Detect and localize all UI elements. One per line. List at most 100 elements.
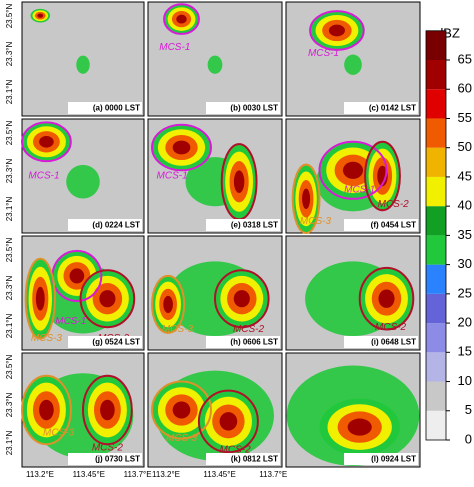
mcs-label: MCS-1 <box>344 184 375 195</box>
colorbar-tick-label: 35 <box>458 227 472 242</box>
mcs-label: MCS-3 <box>31 333 63 344</box>
echo-core <box>100 399 115 421</box>
echo-core <box>342 161 364 179</box>
panel-label: (h) 0606 LST <box>230 338 278 347</box>
mcs-outline <box>358 266 415 331</box>
panel: MCS-3 MCS-2 (j) 0730 LST <box>21 352 145 468</box>
mcs-outline <box>82 374 133 446</box>
lon-label: 113.7°E <box>259 470 287 479</box>
mcs-outline <box>197 389 259 454</box>
echo-core <box>176 14 187 24</box>
mcs-outline <box>163 3 200 35</box>
mcs-label: MCS-2 <box>220 445 252 456</box>
panel-label: (c) 0142 LST <box>369 104 416 113</box>
panel: MCS-1 (c) 0142 LST <box>285 1 421 117</box>
colorbar-bin <box>426 176 446 207</box>
mcs-outline <box>79 269 136 329</box>
panel-label: (d) 0224 LST <box>92 221 140 230</box>
echo-core <box>99 290 116 308</box>
lat-label: 23.5°N <box>5 355 14 380</box>
panel-label-box <box>206 102 280 114</box>
mcs-outline <box>21 374 72 446</box>
mcs-label: MCS-3 <box>43 427 75 438</box>
colorbar-tick-label: 0 <box>465 431 472 446</box>
panel: MCS-2 (i) 0648 LST <box>285 235 421 351</box>
echo-core <box>163 295 173 313</box>
colorbar-tick-label: 20 <box>458 315 472 330</box>
lon-label: 113.7°E <box>124 470 152 479</box>
echo-area <box>76 55 90 74</box>
lon-label: 113.45°E <box>203 470 235 479</box>
colorbar-tick-label: 55 <box>458 110 472 125</box>
echo-core <box>69 268 85 284</box>
echo-core <box>347 418 372 436</box>
colorbar-tick-label: 65 <box>458 51 472 66</box>
panel-label: (g) 0524 LST <box>92 338 140 347</box>
panel: MCS-1 (b) 0030 LST <box>147 1 283 117</box>
panel-label: (k) 0812 LST <box>231 455 278 464</box>
colorbar-bin <box>426 293 446 324</box>
panel-label-box <box>344 102 418 114</box>
colorbar-bin <box>426 410 446 440</box>
mcs-label: MCS-1 <box>159 42 190 53</box>
echo-area <box>66 164 100 199</box>
colorbar-bin <box>426 89 446 119</box>
panel-label-box <box>68 102 142 114</box>
colorbar-tick-label: 40 <box>458 198 472 213</box>
colorbar-tick-label: 50 <box>458 139 472 154</box>
lat-label: 23.1°N <box>5 431 14 456</box>
echo-core <box>233 170 245 193</box>
mcs-outline <box>24 257 56 340</box>
mcs-label: MCS-2 <box>92 442 124 453</box>
panel: (l) 0924 LST <box>285 352 421 468</box>
echo-core <box>35 286 45 311</box>
mcs-outline <box>309 10 365 51</box>
panel-label-box <box>206 219 280 231</box>
panel-label-box <box>68 453 142 465</box>
panel-label: (f) 0454 LST <box>371 221 416 230</box>
mcs-label: MCS-2 <box>233 324 265 335</box>
colorbar-bin <box>426 381 446 411</box>
echo-core <box>37 13 44 18</box>
colorbar-bin <box>426 30 446 60</box>
mcs-outline <box>318 140 388 200</box>
panel: MCS-3 MCS-2 (h) 0606 LST <box>147 235 283 351</box>
echo-core <box>39 399 54 421</box>
panel-label: (l) 0924 LST <box>371 455 416 464</box>
panel-label-box <box>344 453 418 465</box>
panel-label: (b) 0030 LST <box>230 104 278 113</box>
echo-core <box>328 24 345 37</box>
colorbar-bin <box>426 352 446 382</box>
panel-label: (e) 0318 LST <box>231 221 278 230</box>
mcs-outline <box>151 274 186 334</box>
colorbar-bin <box>426 206 446 236</box>
colorbar-tick-label: 60 <box>458 81 472 96</box>
lat-label: 23.1°N <box>5 314 14 339</box>
mcs-label: MCS-1 <box>308 48 339 59</box>
mcs-label: MCS-3 <box>162 324 194 335</box>
mcs-outline <box>151 123 212 172</box>
lat-label: 23.3°N <box>5 42 14 67</box>
echo-core <box>302 188 311 210</box>
panel: MCS-1 (d) 0224 LST <box>21 118 145 234</box>
colorbar-bin <box>426 118 446 148</box>
lat-label: 23.1°N <box>5 80 14 105</box>
lon-label: 113.45°E <box>73 470 105 479</box>
colorbar-bin <box>426 264 446 294</box>
colorbar-bin <box>426 235 446 265</box>
panel-label-box <box>68 336 142 348</box>
panel-label-box <box>206 336 280 348</box>
colorbar-bin <box>426 60 446 90</box>
echo-core <box>172 401 191 419</box>
lat-label: 23.3°N <box>5 276 14 301</box>
colorbar-tick-label: 30 <box>458 256 472 271</box>
colorbar-tick-label: 25 <box>458 285 472 300</box>
lon-label: 113.2°E <box>152 470 180 479</box>
mcs-outline <box>364 140 401 212</box>
panel-label-box <box>68 219 142 231</box>
panel-label: (a) 0000 LST <box>93 104 140 113</box>
